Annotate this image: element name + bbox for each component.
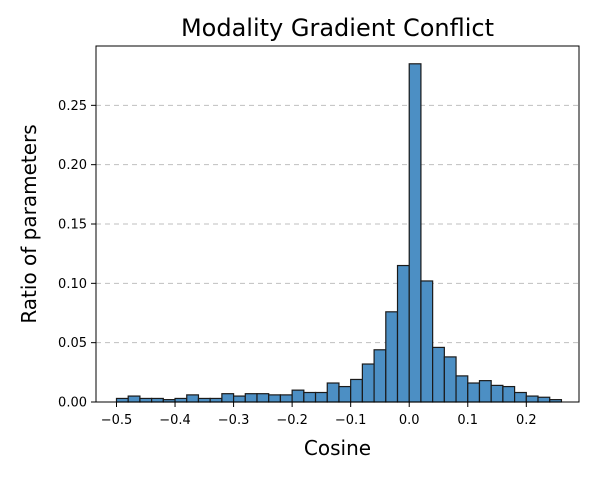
grid-layer bbox=[96, 104, 579, 344]
y-axis-ticks: 0.00 0.05 0.10 0.15 0.20 0.25 bbox=[58, 99, 96, 411]
histogram-bar bbox=[537, 396, 551, 403]
y-axis-label: Ratio of parameters bbox=[17, 124, 41, 323]
bars-layer bbox=[115, 63, 563, 403]
histogram-bar bbox=[151, 397, 164, 403]
histogram-bar bbox=[268, 394, 282, 403]
histogram-bar bbox=[338, 385, 352, 403]
y-tick-label: 0.10 bbox=[58, 277, 87, 292]
x-axis-label: Cosine bbox=[304, 436, 371, 460]
x-tick-label: −0.1 bbox=[335, 413, 367, 428]
histogram-bar bbox=[467, 382, 481, 403]
y-tick-label: 0.05 bbox=[58, 336, 87, 351]
histogram-bar bbox=[174, 397, 188, 403]
histogram-bar bbox=[385, 311, 399, 403]
histogram-bar bbox=[221, 393, 235, 403]
histogram-bar bbox=[303, 391, 317, 403]
histogram-bar bbox=[373, 349, 387, 403]
histogram-bar bbox=[186, 394, 200, 403]
histogram-bar bbox=[197, 397, 211, 403]
x-tick-label: 0.2 bbox=[516, 413, 537, 428]
histogram-bar bbox=[326, 382, 340, 403]
histogram-bar bbox=[350, 378, 363, 403]
y-tick-label: 0.25 bbox=[58, 99, 87, 114]
histogram-bar bbox=[396, 264, 410, 403]
histogram-bar bbox=[232, 395, 246, 403]
histogram-bar bbox=[513, 391, 527, 403]
chart-title: Modality Gradient Conflict bbox=[181, 14, 494, 42]
x-tick-label: 0.0 bbox=[399, 413, 420, 428]
histogram-bar bbox=[279, 394, 293, 403]
y-tick-label: 0.15 bbox=[58, 218, 87, 233]
histogram-bar bbox=[115, 397, 129, 403]
x-tick-label: −0.3 bbox=[218, 413, 250, 428]
histogram-bar bbox=[408, 63, 422, 403]
histogram-bar bbox=[244, 393, 258, 403]
histogram-bar bbox=[127, 395, 141, 403]
x-tick-label: −0.2 bbox=[276, 413, 308, 428]
histogram-bar bbox=[291, 389, 305, 403]
x-tick-label: 0.1 bbox=[457, 413, 478, 428]
histogram-bar bbox=[209, 397, 223, 403]
histogram-bar bbox=[314, 391, 328, 403]
histogram-bar bbox=[432, 346, 445, 403]
x-tick-label: −0.5 bbox=[101, 413, 133, 428]
histogram-bar bbox=[256, 393, 270, 403]
histogram-bar bbox=[478, 380, 492, 403]
histogram-bar bbox=[525, 395, 539, 403]
histogram-bar bbox=[455, 375, 469, 403]
histogram-bar bbox=[490, 384, 504, 403]
histogram-bar bbox=[361, 363, 375, 403]
histogram-bar bbox=[502, 385, 516, 403]
y-tick-label: 0.00 bbox=[58, 396, 87, 411]
x-axis-ticks: −0.5 −0.4 −0.3 −0.2 −0.1 0.0 0.1 0.2 bbox=[101, 402, 537, 428]
x-tick-label: −0.4 bbox=[159, 413, 191, 428]
histogram-bar bbox=[443, 356, 457, 403]
histogram-bar bbox=[139, 397, 153, 403]
histogram-bar bbox=[420, 280, 434, 403]
y-tick-label: 0.20 bbox=[58, 158, 87, 173]
